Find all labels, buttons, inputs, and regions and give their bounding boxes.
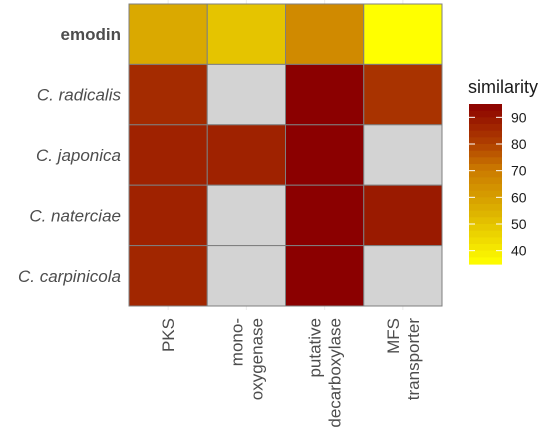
legend-tick-label: 50 — [511, 216, 527, 232]
legend-swatch — [469, 117, 502, 125]
legend-swatch — [469, 230, 502, 238]
heatmap-cells — [128, 3, 443, 307]
column-label: mono- — [227, 318, 246, 366]
legend: similarity 40 50 60 70 80 90 — [468, 77, 538, 265]
legend-swatch — [469, 164, 502, 172]
heatmap-cell — [206, 63, 286, 126]
legend-swatch — [469, 224, 502, 232]
heatmap-cell — [285, 184, 365, 247]
column-label: oxygenase — [247, 318, 266, 400]
legend-swatch — [469, 197, 502, 205]
heatmap-cell — [128, 184, 208, 247]
heatmap-cell — [285, 3, 365, 65]
heatmap-cell — [206, 124, 286, 186]
legend-colorbar — [469, 104, 502, 265]
row-labels: emodin C. radicalis C. japonica C. natercia… — [18, 25, 121, 286]
column-labels: PKS mono-oxygenase putative decarboxylase MF… — [159, 318, 423, 428]
heatmap-cell — [363, 124, 443, 186]
heatmap-cell — [128, 3, 208, 65]
row-label: emodin — [61, 25, 121, 44]
row-label: C. naterciae — [29, 206, 121, 225]
legend-tick-label: 60 — [511, 189, 527, 205]
column-label: transporter — [404, 318, 423, 401]
column-label: decarboxylase — [326, 318, 345, 428]
legend-swatch — [469, 130, 502, 138]
legend-tick-label: 70 — [511, 163, 527, 179]
column-label: putative — [306, 318, 325, 378]
legend-swatch — [469, 250, 502, 258]
heatmap-cell — [285, 63, 365, 126]
row-label: C. japonica — [36, 146, 121, 165]
heatmap-cell — [206, 184, 286, 247]
heatmap-cell — [363, 63, 443, 126]
heatmap-cell — [206, 3, 286, 65]
legend-swatch — [469, 150, 502, 158]
heatmap-cell — [363, 3, 443, 65]
row-label: C. radicalis — [37, 86, 122, 105]
legend-tick-label: 40 — [511, 243, 527, 259]
heatmap-cell — [285, 245, 365, 307]
legend-swatch — [469, 157, 502, 165]
heatmap-cell — [128, 245, 208, 307]
heatmap-cell — [206, 245, 286, 307]
heatmap-cell — [128, 124, 208, 186]
heatmap-cell — [285, 124, 365, 186]
heatmap-cell — [363, 184, 443, 247]
legend-swatch — [469, 124, 502, 132]
legend-ticks: 40 50 60 70 80 90 — [469, 109, 527, 259]
row-label: C. carpinicola — [18, 267, 121, 286]
legend-swatch — [469, 204, 502, 212]
legend-swatch — [469, 244, 502, 252]
column-label: MFS — [384, 318, 403, 354]
heatmap-cell — [363, 245, 443, 307]
legend-swatch — [469, 257, 502, 265]
legend-swatch — [469, 110, 502, 118]
heatmap-cell — [128, 63, 208, 126]
legend-swatch — [469, 217, 502, 225]
column-label: PKS — [159, 318, 178, 352]
legend-swatch — [469, 210, 502, 218]
legend-swatch — [469, 144, 502, 152]
legend-swatch — [469, 177, 502, 185]
legend-tick-label: 90 — [511, 109, 527, 125]
legend-tick-label: 80 — [511, 136, 527, 152]
legend-title: similarity — [468, 77, 538, 97]
legend-swatch — [469, 170, 502, 178]
legend-swatch — [469, 237, 502, 245]
legend-swatch — [469, 184, 502, 192]
legend-swatch — [469, 104, 502, 112]
legend-swatch — [469, 137, 502, 145]
legend-swatch — [469, 190, 502, 198]
